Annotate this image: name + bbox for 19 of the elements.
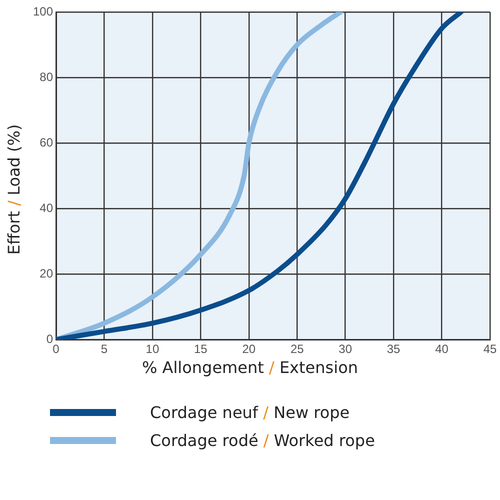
x-tick-label: 25 <box>290 342 304 356</box>
x-tick-label: 10 <box>146 342 160 356</box>
x-tick-label: 40 <box>435 342 449 356</box>
x-tick-label: 45 <box>483 342 497 356</box>
y-axis-title: Effort / Load (%) <box>4 123 24 257</box>
x-tick-label: 5 <box>100 342 108 356</box>
x-tick-label: 20 <box>242 342 256 356</box>
x-tick-label: 15 <box>194 342 208 356</box>
y-tick-label: 80 <box>40 70 54 84</box>
legend-label: Cordage neuf / New rope <box>150 402 350 422</box>
x-axis-title: % Allongement / Extension <box>140 358 359 377</box>
y-tick-label: 0 <box>46 332 54 346</box>
y-tick-label: 60 <box>40 135 54 150</box>
y-tick-label: 100 <box>32 4 54 18</box>
legend-label: Cordage rodé / Worked rope <box>150 430 375 450</box>
x-tick-label: 35 <box>386 342 401 356</box>
y-tick-label: 20 <box>40 266 54 280</box>
x-tick-label: 30 <box>338 342 352 356</box>
y-tick-label: 40 <box>40 200 54 215</box>
